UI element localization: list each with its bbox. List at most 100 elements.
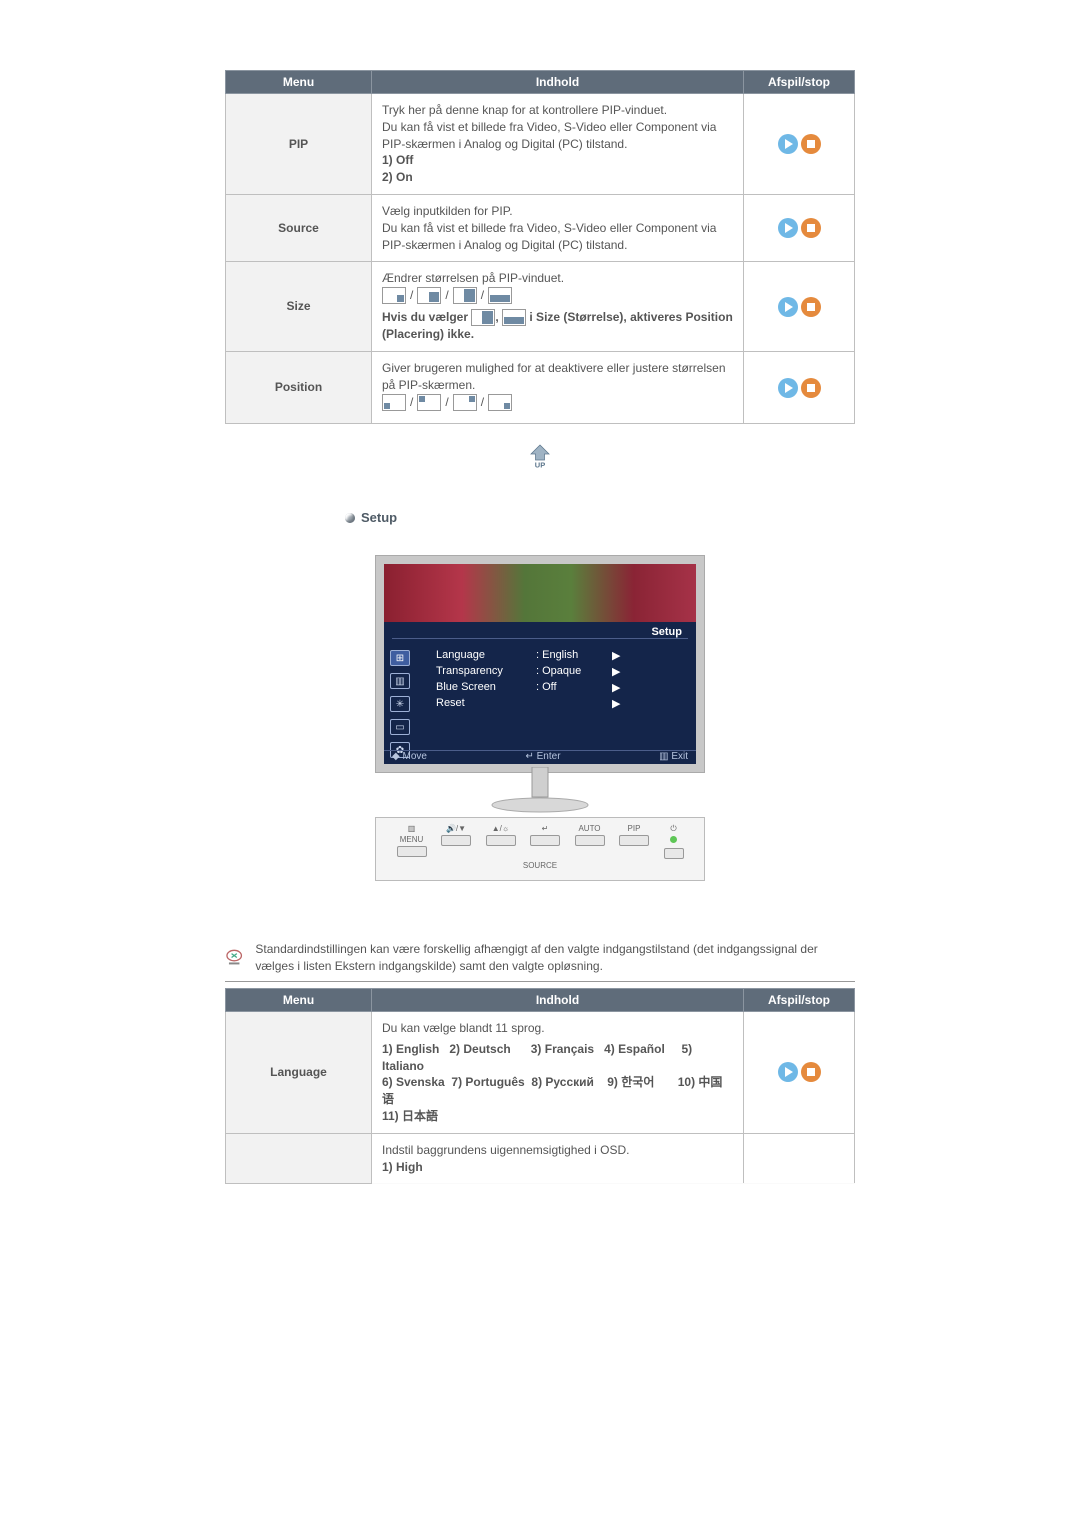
play-icon[interactable] bbox=[778, 134, 798, 154]
transparency-buttons bbox=[744, 1133, 855, 1183]
stop-icon[interactable] bbox=[801, 1062, 821, 1082]
stop-icon[interactable] bbox=[801, 378, 821, 398]
osd-icon-2: ▥ bbox=[390, 673, 410, 689]
col-afspil: Afspil/stop bbox=[744, 989, 855, 1012]
size-icons-row: / / / bbox=[382, 287, 512, 304]
stop-icon[interactable] bbox=[801, 218, 821, 238]
osd-row-transparency: Transparency : Opaque ▶ bbox=[436, 663, 688, 679]
osd-move: Move bbox=[402, 751, 426, 762]
svg-text:UP: UP bbox=[535, 461, 545, 470]
size-buttons bbox=[744, 262, 855, 352]
arrow-icon: ▶ bbox=[612, 697, 620, 710]
source-line1: Vælg inputkilden for PIP. bbox=[382, 204, 513, 218]
enter-icon: ↵ bbox=[525, 751, 533, 762]
position-line1: Giver brugeren mulighed for at deaktiver… bbox=[382, 361, 726, 392]
size-line2a: Hvis du vælger bbox=[382, 310, 471, 324]
size-icon-inline1 bbox=[471, 309, 495, 326]
pip-content: Tryk her på denne knap for at kontroller… bbox=[372, 94, 744, 195]
lang-intro: Du kan vælge blandt 11 sprog. bbox=[382, 1021, 545, 1035]
language-label: Language bbox=[226, 1012, 372, 1134]
btn-bright: ▲/☼ bbox=[486, 824, 516, 846]
monitor-bezel: Setup ⊞ ▥ ✳ ▭ ✿ Language : English ▶ bbox=[375, 555, 705, 773]
btn-auto: AUTO bbox=[575, 824, 605, 846]
row-pip: PIP Tryk her på denne knap for at kontro… bbox=[226, 94, 855, 195]
osd-row-reset: Reset ▶ bbox=[436, 695, 688, 711]
osd-side-icons: ⊞ ▥ ✳ ▭ ✿ bbox=[390, 650, 410, 758]
position-icons-row: / / / bbox=[382, 394, 512, 411]
osd-menu: Setup ⊞ ▥ ✳ ▭ ✿ Language : English ▶ bbox=[384, 622, 696, 764]
stop-icon[interactable] bbox=[801, 134, 821, 154]
row-language: Language Du kan vælge blandt 11 sprog. 1… bbox=[226, 1012, 855, 1134]
pip-table: Menu Indhold Afspil/stop PIP Tryk her på… bbox=[225, 70, 855, 424]
note-text: Standardindstillingen kan være forskelli… bbox=[255, 941, 855, 975]
lang-3: 3) Français bbox=[531, 1042, 594, 1056]
position-buttons bbox=[744, 352, 855, 424]
stop-icon[interactable] bbox=[801, 297, 821, 317]
col-afspil: Afspil/stop bbox=[744, 71, 855, 94]
row-position: Position Giver brugeren mulighed for at … bbox=[226, 352, 855, 424]
osd-row-bluescreen: Blue Screen : Off ▶ bbox=[436, 679, 688, 695]
transparency-label bbox=[226, 1133, 372, 1183]
setup-heading-text: Setup bbox=[361, 510, 397, 525]
row-size: Size Ændrer størrelsen på PIP-vinduet. /… bbox=[226, 262, 855, 352]
osd-row-language: Language : English ▶ bbox=[436, 647, 688, 663]
size-icon-wide bbox=[488, 287, 512, 304]
lang-1: 1) English bbox=[382, 1042, 439, 1056]
source-under-label: SOURCE bbox=[382, 861, 698, 870]
size-icon-large bbox=[453, 287, 477, 304]
arrow-icon: ▶ bbox=[612, 665, 620, 678]
pos-icon-br bbox=[488, 394, 512, 411]
transparency-content: Indstil baggrundens uigennemsigtighed i … bbox=[372, 1133, 744, 1183]
lang-8: 8) Русский bbox=[531, 1075, 594, 1089]
language-buttons bbox=[744, 1012, 855, 1134]
note-icon bbox=[225, 949, 243, 975]
button-bar: ▥MENU 🔊/▼ ▲/☼ ↵ AUTO PIP ⏻ SOURCE bbox=[375, 817, 705, 881]
btn-power: ⏻ bbox=[664, 824, 684, 859]
col-indhold: Indhold bbox=[372, 71, 744, 94]
monitor-screen: Setup ⊞ ▥ ✳ ▭ ✿ Language : English ▶ bbox=[384, 564, 696, 764]
btn-menu: ▥MENU bbox=[397, 824, 427, 857]
power-led-icon bbox=[670, 836, 677, 843]
arrow-icon: ▶ bbox=[612, 649, 620, 662]
source-buttons bbox=[744, 194, 855, 261]
pip-label: PIP bbox=[226, 94, 372, 195]
play-icon[interactable] bbox=[778, 218, 798, 238]
pos-icon-tr bbox=[453, 394, 477, 411]
pip-opt1: 1) Off bbox=[382, 153, 413, 167]
osd-title: Setup bbox=[392, 626, 688, 639]
pip-line1: Tryk her på denne knap for at kontroller… bbox=[382, 103, 667, 117]
play-icon[interactable] bbox=[778, 297, 798, 317]
wallpaper bbox=[384, 564, 696, 622]
size-content: Ændrer størrelsen på PIP-vinduet. / / / … bbox=[372, 262, 744, 352]
row-source: Source Vælg inputkilden for PIP. Du kan … bbox=[226, 194, 855, 261]
size-icon-small bbox=[382, 287, 406, 304]
source-content: Vælg inputkilden for PIP. Du kan få vist… bbox=[372, 194, 744, 261]
osd-enter: Enter bbox=[537, 751, 561, 762]
up-icon[interactable]: UP bbox=[525, 444, 555, 470]
play-icon[interactable] bbox=[778, 378, 798, 398]
source-line2: Du kan få vist et billede fra Video, S-V… bbox=[382, 221, 716, 252]
pip-opt2: 2) On bbox=[382, 170, 413, 184]
pip-line2: Du kan få vist et billede fra Video, S-V… bbox=[382, 120, 716, 151]
pip-buttons bbox=[744, 94, 855, 195]
source-label: Source bbox=[226, 194, 372, 261]
position-label: Position bbox=[226, 352, 372, 424]
row-transparency: Indstil baggrundens uigennemsigtighed i … bbox=[226, 1133, 855, 1183]
pos-icon-bl bbox=[382, 394, 406, 411]
osd-icon-1: ⊞ bbox=[390, 650, 410, 666]
btn-enter: ↵ bbox=[530, 824, 560, 846]
exit-icon: ▥ bbox=[659, 751, 668, 762]
lang-2: 2) Deutsch bbox=[449, 1042, 510, 1056]
lang-9: 9) 한국어 bbox=[607, 1075, 654, 1089]
transp-opt1: 1) High bbox=[382, 1160, 423, 1174]
btn-pip: PIP bbox=[619, 824, 649, 846]
col-indhold: Indhold bbox=[372, 989, 744, 1012]
setup-heading: Setup bbox=[345, 510, 905, 525]
pos-icon-tl bbox=[417, 394, 441, 411]
col-menu: Menu bbox=[226, 989, 372, 1012]
osd-icon-3: ✳ bbox=[390, 696, 410, 712]
position-content: Giver brugeren mulighed for at deaktiver… bbox=[372, 352, 744, 424]
lang-6: 6) Svenska bbox=[382, 1075, 445, 1089]
play-icon[interactable] bbox=[778, 1062, 798, 1082]
move-icon: ◆ bbox=[392, 751, 400, 762]
